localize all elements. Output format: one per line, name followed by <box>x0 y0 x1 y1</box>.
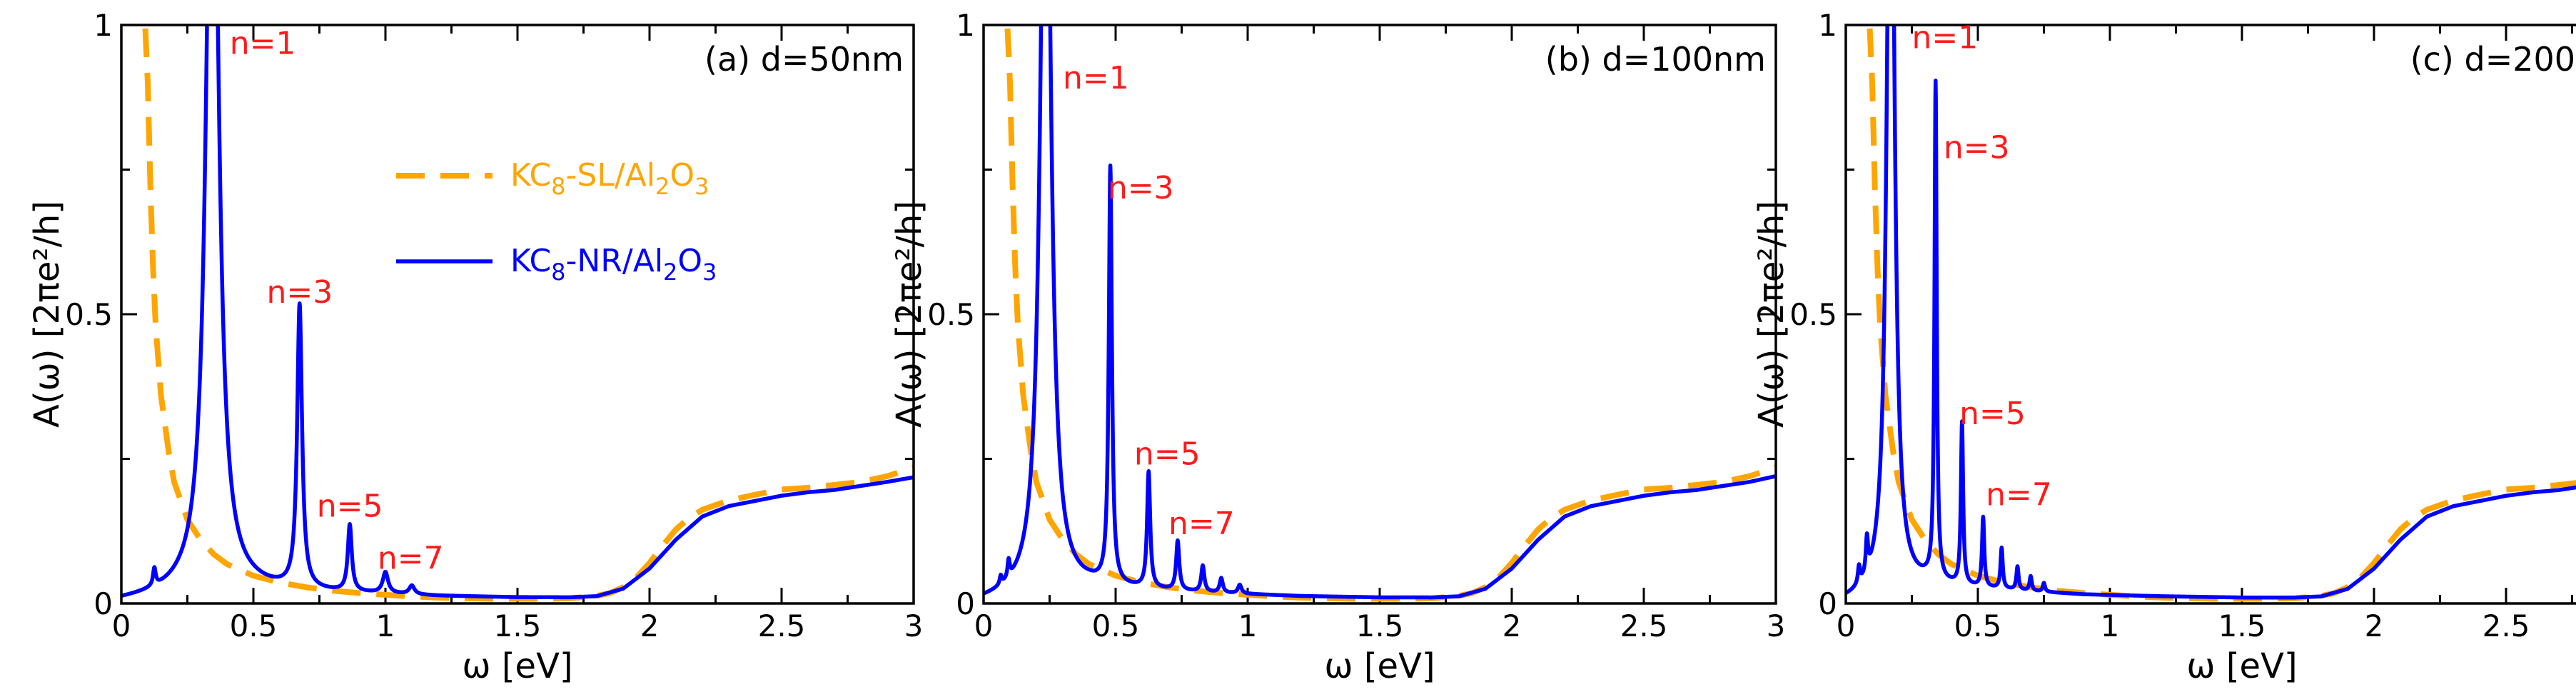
x-tick-label: 2 <box>2365 608 2384 643</box>
y-tick-label: 0 <box>956 586 975 621</box>
peak-annotation: n=3 <box>267 274 333 311</box>
peak-annotation: n=5 <box>317 488 383 525</box>
legend-subscript: 3 <box>694 173 709 200</box>
panel-label: (b) d=100nm <box>1545 40 1766 79</box>
panel-b: 0 0.5 1 1.5 2 2.5 300.51ω [eV]A(ω) [2πe²/h](b)… <box>889 8 1786 686</box>
y-tick-label: 0.5 <box>1789 297 1837 332</box>
legend-text-part: KC <box>510 157 551 194</box>
x-tick-label: 1.5 <box>2218 608 2266 643</box>
x-tick-label: 2.5 <box>1620 608 1668 643</box>
y-tick-label: 1 <box>94 8 113 43</box>
y-tick-label: 1 <box>1818 8 1837 43</box>
x-tick-label: 1 <box>1238 608 1258 643</box>
legend-text-part: -NR/Al <box>566 243 664 279</box>
x-tick-label: 2 <box>1502 608 1522 643</box>
panel-label: (c) d=200nm <box>2410 40 2576 79</box>
peak-annotation: n=1 <box>1063 60 1129 96</box>
legend-label: KC8-NR/Al2O3 <box>510 243 717 286</box>
legend-subscript: 3 <box>702 259 717 286</box>
legend-subscript: 8 <box>551 173 565 200</box>
legend-subscript: 8 <box>551 259 565 286</box>
x-tick-label: 0 <box>1837 608 1856 643</box>
ticks <box>1844 24 2573 605</box>
x-tick-label: 1 <box>2101 608 2120 643</box>
series-line-sl <box>142 25 914 602</box>
x-tick-label: 1 <box>376 608 395 643</box>
peak-annotation: n=1 <box>230 26 296 62</box>
plot-frame <box>982 24 1777 605</box>
legend-text-part: KC <box>510 243 551 279</box>
x-tick-label: 0 <box>974 608 994 643</box>
x-tick-label: 2 <box>640 608 660 643</box>
legend-text-part: O <box>677 243 702 279</box>
y-tick-label: 0 <box>1818 586 1837 621</box>
peak-annotation: n=7 <box>1986 476 2052 513</box>
series-line-nr <box>1846 25 2576 600</box>
x-tick-label: 0 <box>112 608 131 643</box>
x-tick-label: 0.5 <box>1092 608 1140 643</box>
x-tick-label: 3 <box>904 608 924 643</box>
x-axis-label: ω [eV] <box>2186 646 2297 686</box>
plot-frame <box>120 24 915 605</box>
x-axis-label: ω [eV] <box>462 646 572 686</box>
ticks <box>982 24 1777 605</box>
panel-label: (a) d=50nm <box>704 40 904 79</box>
panel-a: 0 0.5 1 1.5 2 2.5 3 0 0.5 1 ω [eV] A(ω) [2πe²/h] (a)… <box>27 8 924 686</box>
series-line-nr <box>121 25 914 600</box>
legend-subscript: 2 <box>655 173 670 200</box>
y-axis-label: A(ω) [2πe²/h] <box>1752 201 1792 428</box>
peak-annotation: n=3 <box>1108 170 1174 206</box>
y-tick-label: 0.5 <box>65 297 113 332</box>
x-tick-label: 3 <box>1767 608 1786 643</box>
legend-subscript: 2 <box>663 259 677 286</box>
peak-annotation: n=1 <box>1912 19 1979 56</box>
peak-annotation: n=3 <box>1944 129 2010 166</box>
x-tick-label: 1.5 <box>494 608 542 643</box>
series-line-sl <box>1867 25 2576 602</box>
x-axis-label: ω [eV] <box>1324 646 1435 686</box>
series-line-nr <box>984 25 1776 600</box>
legend-label: KC8-SL/Al2O3 <box>510 157 709 200</box>
y-axis-label: A(ω) [2πe²/h] <box>27 201 67 428</box>
peak-annotation: n=5 <box>1134 436 1201 473</box>
x-tick-label: 2.5 <box>2482 608 2530 643</box>
y-tick-label: 1 <box>956 8 975 43</box>
y-axis-label: A(ω) [2πe²/h] <box>889 201 929 428</box>
y-tick-label: 0.5 <box>927 297 975 332</box>
peak-annotation: n=5 <box>1959 396 2026 432</box>
legend-text-part: -SL/Al <box>566 157 655 194</box>
peak-annotation: n=7 <box>378 540 444 576</box>
plot-frame <box>1844 24 2576 605</box>
x-tick-label: 1.5 <box>1356 608 1404 643</box>
x-tick-label: 0.5 <box>230 608 278 643</box>
y-tick-label: 0 <box>94 586 113 621</box>
x-tick-label: 0.5 <box>1954 608 2002 643</box>
peak-annotation: n=7 <box>1168 506 1235 542</box>
ticks <box>120 24 915 605</box>
x-tick-label: 2.5 <box>758 608 806 643</box>
legend-text-part: O <box>670 157 694 194</box>
